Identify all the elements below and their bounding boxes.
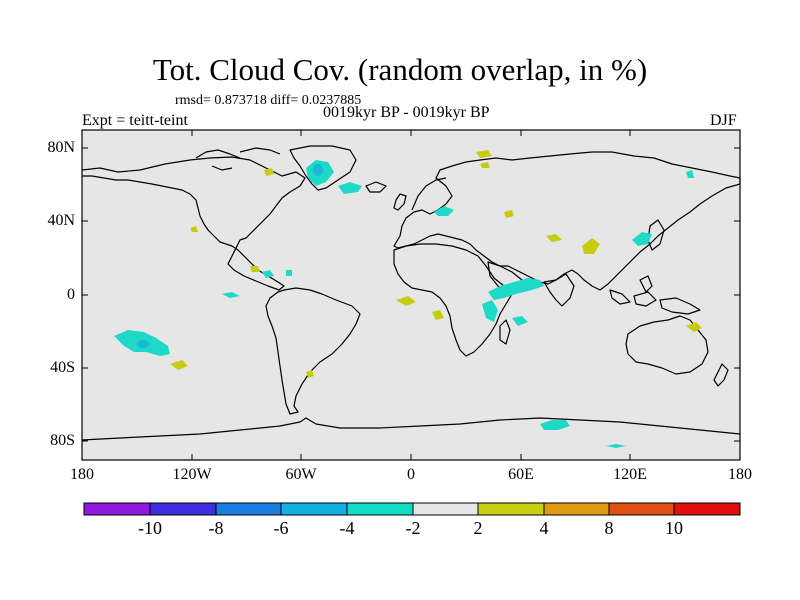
patch-positive-africa (432, 310, 444, 320)
patch-positive-china (582, 238, 600, 254)
lat-label: 40N (47, 212, 75, 229)
colorbar-swatch (280, 502, 348, 516)
patch-positive-indonesia (686, 322, 702, 332)
colorbar-swatch (149, 502, 217, 516)
patch-positive-siberia (504, 210, 514, 218)
patch-positive-south-atlantic (306, 370, 314, 378)
patch-negative-east-africa (482, 300, 498, 322)
coast-australia (625, 315, 709, 375)
lat-label: 80N (47, 139, 75, 156)
colorbar-swatch (412, 502, 479, 516)
patch-negative-antarctic-coast (540, 420, 570, 430)
lon-label: 180 (728, 466, 752, 483)
coast-eurasia (393, 151, 741, 291)
colorbar-swatch (673, 502, 741, 516)
lat-label: 80S (50, 432, 75, 449)
lon-label: 120W (172, 466, 212, 483)
patch-negative-iceland (338, 182, 362, 194)
patch-positive-arctic (476, 150, 492, 168)
lon-label: 0 (407, 466, 415, 483)
map-background (82, 130, 740, 460)
patch-positive-east-pacific (170, 360, 188, 370)
colorbar-swatch (608, 502, 675, 516)
lon-label: 180 (70, 466, 94, 483)
lon-label: 60W (285, 466, 317, 483)
coast-india (543, 273, 575, 307)
colorbar-swatch (83, 502, 151, 516)
patch-negative-caribbean (262, 270, 292, 278)
patch-negative-tropical-atlantic (222, 292, 240, 298)
patch-negative-southern-ocean (606, 444, 626, 448)
coast-new-zealand (713, 363, 729, 387)
period-label: 0019kyr BP - 0019kyr BP (323, 104, 490, 121)
colorbar-label: -6 (273, 518, 289, 538)
lat-label: 0 (67, 286, 75, 303)
stats-line: rmsd= 0.873718 diff= 0.0237885 (175, 93, 362, 108)
season-label: DJF (710, 112, 737, 129)
coast-south-america (265, 287, 361, 415)
coast-greenland (289, 145, 357, 191)
patch-positive-indian-ocean (396, 296, 416, 306)
lon-label: 120E (613, 466, 647, 483)
axis-ticks (81, 130, 741, 460)
lat-label: 40S (50, 359, 75, 376)
lon-label: 60E (508, 466, 534, 483)
colorbar-swatch (215, 502, 282, 516)
patch-negative-arabian-sea (488, 278, 544, 300)
coast-africa (393, 243, 513, 357)
colorbar-label: -8 (208, 518, 224, 538)
experiment-label: Expt = teitt-teint (82, 112, 188, 129)
patch-negative-east-asia (632, 232, 652, 246)
plot-title: Tot. Cloud Cov. (random overlap, in %) (152, 52, 648, 87)
patch-positive-hudson (264, 168, 274, 176)
coast-madagascar (499, 319, 511, 345)
coast-british-isles (393, 193, 407, 211)
patch-positive-tibet (546, 234, 562, 242)
coast-se-asia-islands (609, 275, 701, 315)
colorbar-label: 4 (539, 518, 549, 538)
colorbar-swatch (543, 502, 610, 516)
patch-positive-pacific-northwest (190, 226, 198, 232)
coast-scandinavia (411, 177, 447, 211)
patch-positive-central-america (250, 266, 260, 272)
colorbar-label: -2 (405, 518, 421, 538)
colorbar-label: 8 (604, 518, 614, 538)
patch-negative-greenland-core (313, 164, 323, 176)
coast-north-america (81, 156, 306, 291)
patch-negative-north-pacific (686, 170, 694, 178)
colorbar-swatch (477, 502, 545, 516)
colorbar-swatch (346, 502, 414, 516)
colorbar (83, 502, 741, 516)
coast-arctic-islands (195, 147, 281, 171)
colorbar-label: 10 (665, 518, 683, 538)
anomaly-patches (114, 150, 702, 448)
colorbar-label: -10 (138, 518, 162, 538)
patch-negative-south-pacific-core (137, 340, 149, 348)
colorbar-label: -4 (339, 518, 355, 538)
colorbar-label: 2 (473, 518, 483, 538)
patch-negative-indian-ocean (512, 316, 528, 326)
patch-negative-europe (434, 206, 454, 216)
coast-antarctica (81, 417, 741, 441)
coast-iceland (365, 181, 387, 193)
